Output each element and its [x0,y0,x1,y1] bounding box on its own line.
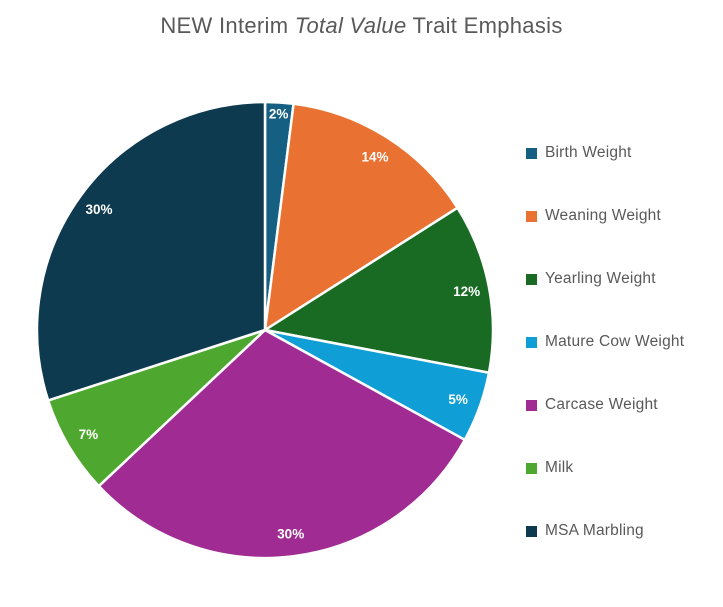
legend-label-carcase-weight: Carcase Weight [545,396,658,413]
chart-title-suffix: Trait Emphasis [406,13,563,38]
legend-item-mature-cow-weight: Mature Cow Weight [526,332,684,352]
legend-label-birth-weight: Birth Weight [545,144,632,161]
legend-swatch-yearling-weight [526,273,537,285]
legend-item-milk: Milk [526,458,684,478]
pie-data-label-birth-weight: 2% [269,107,289,122]
pie-data-label-yearling-weight: 12% [453,284,480,299]
legend-label-mature-cow-weight: Mature Cow Weight [545,333,685,350]
legend-label-milk: Milk [545,459,574,476]
legend-swatch-milk [526,462,537,474]
pie-slice-carcase-weight [97,328,467,560]
pie-data-label-mature-cow-weight: 5% [448,392,468,407]
legend-swatch-birth-weight [526,147,537,159]
pie-data-label-milk: 7% [79,427,99,442]
pie-slice-yearling-weight [263,206,495,374]
legend-swatch-carcase-weight [526,399,537,411]
pie-slice-msa-marbling [35,100,267,402]
pie-slice-weaning-weight [263,102,459,332]
pie-data-label-msa-marbling: 30% [85,202,112,217]
pie-data-label-carcase-weight: 30% [277,526,304,541]
legend-label-msa-marbling: MSA Marbling [545,522,644,539]
legend-label-weaning-weight: Weaning Weight [545,207,661,224]
chart-title-prefix: NEW Interim [160,13,295,38]
chart-title-italic: Total Value [294,13,407,38]
legend-label-yearling-weight: Yearling Weight [545,270,656,287]
legend-item-msa-marbling: MSA Marbling [526,521,684,541]
legend-item-yearling-weight: Yearling Weight [526,269,684,289]
legend-swatch-weaning-weight [526,210,537,222]
pie-data-label-weaning-weight: 14% [361,149,388,164]
legend-swatch-msa-marbling [526,525,537,537]
legend-item-carcase-weight: Carcase Weight [526,395,684,415]
chart-title: NEW Interim Total Value Trait Emphasis [0,13,723,39]
legend-swatch-mature-cow-weight [526,336,537,348]
legend-item-birth-weight: Birth Weight [526,143,684,163]
legend: Birth Weight Weaning Weight Yearling Weigh… [526,143,684,541]
legend-item-weaning-weight: Weaning Weight [526,206,684,226]
